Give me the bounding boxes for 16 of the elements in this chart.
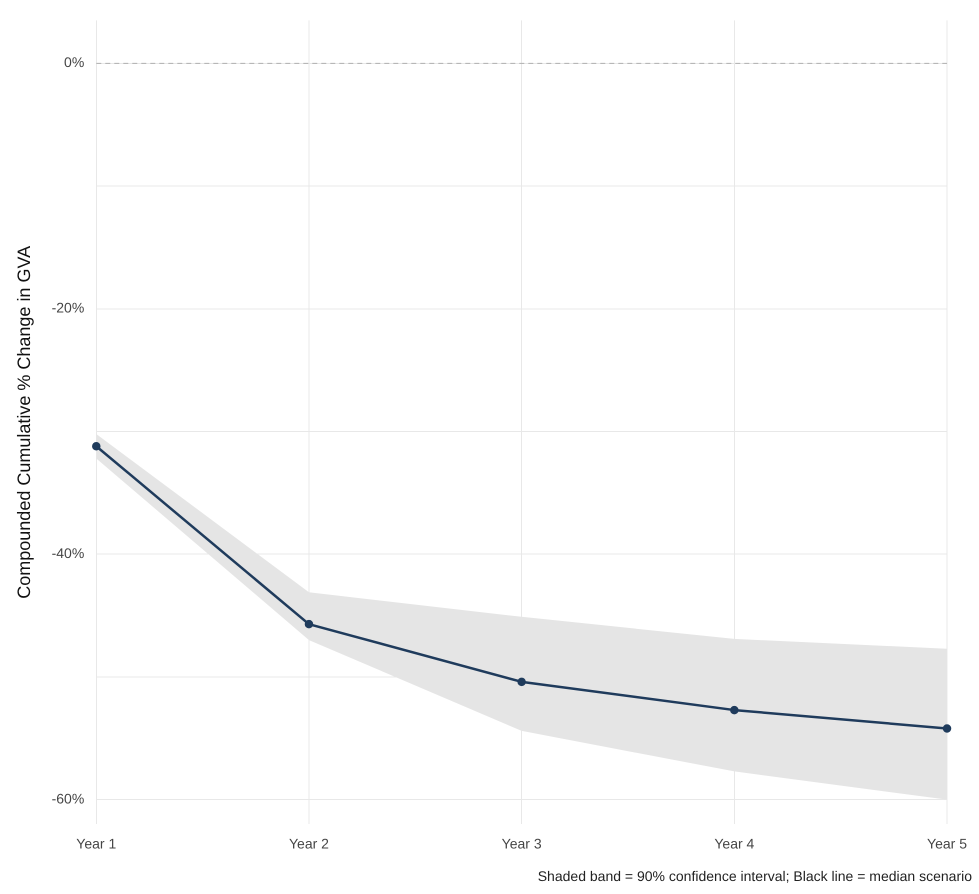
x-tick-label: Year 5 [927, 835, 968, 852]
y-tick-label: -60% [52, 790, 84, 807]
y-tick-label: -40% [52, 545, 84, 562]
y-tick-label: 0% [64, 54, 84, 70]
point [92, 442, 101, 450]
point [730, 706, 739, 714]
y-tick-label: -20% [52, 300, 84, 316]
x-tick-label: Year 4 [714, 835, 755, 852]
x-tick-label: Year 2 [288, 835, 330, 852]
x-tick-label: Year 1 [76, 835, 116, 852]
text: Shaded band = 90% confidence interval; Black line = median scenario [536, 868, 972, 884]
x-tick-label: Year 3 [502, 835, 542, 852]
y-axis-title: Compounded Cumulative % Change in GVA [14, 246, 34, 599]
point [942, 724, 952, 733]
point [517, 678, 526, 686]
point [304, 620, 314, 628]
